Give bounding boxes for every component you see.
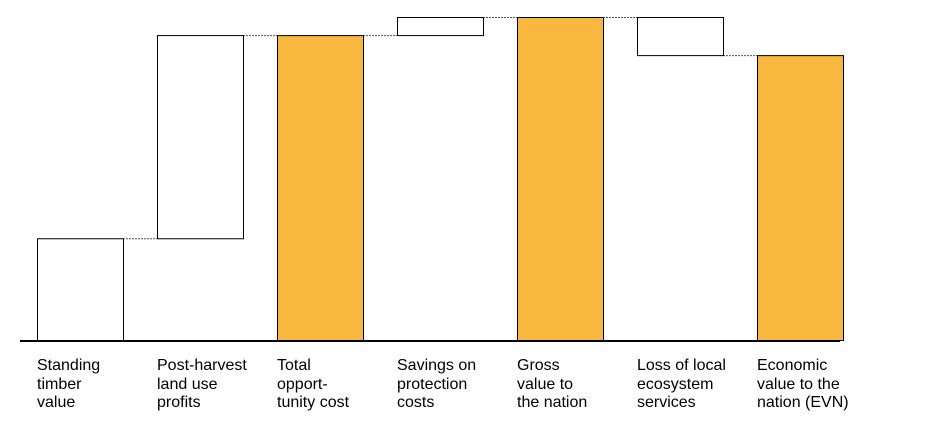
bar-4 [397,17,484,37]
category-label-3: Total opport- tunity cost [277,357,350,411]
bar-6 [637,17,724,57]
connector-lines [123,17,757,240]
bar-1 [37,238,124,342]
category-label-6: Loss of local ecosystem services [637,357,726,411]
bar-3 [277,35,364,341]
category-label-1: Standing timber value [37,357,101,411]
bar-5 [517,17,604,341]
category-label-4: Savings on protection costs [397,357,477,411]
bar-2 [157,35,244,240]
category-label-5: Gross value to the nation [517,357,588,411]
category-label-7: Economic value to the nation (EVN) [757,357,849,411]
category-label-2: Post-harvest land use profits [157,357,247,411]
bar-7 [757,55,844,341]
bars [37,17,844,342]
